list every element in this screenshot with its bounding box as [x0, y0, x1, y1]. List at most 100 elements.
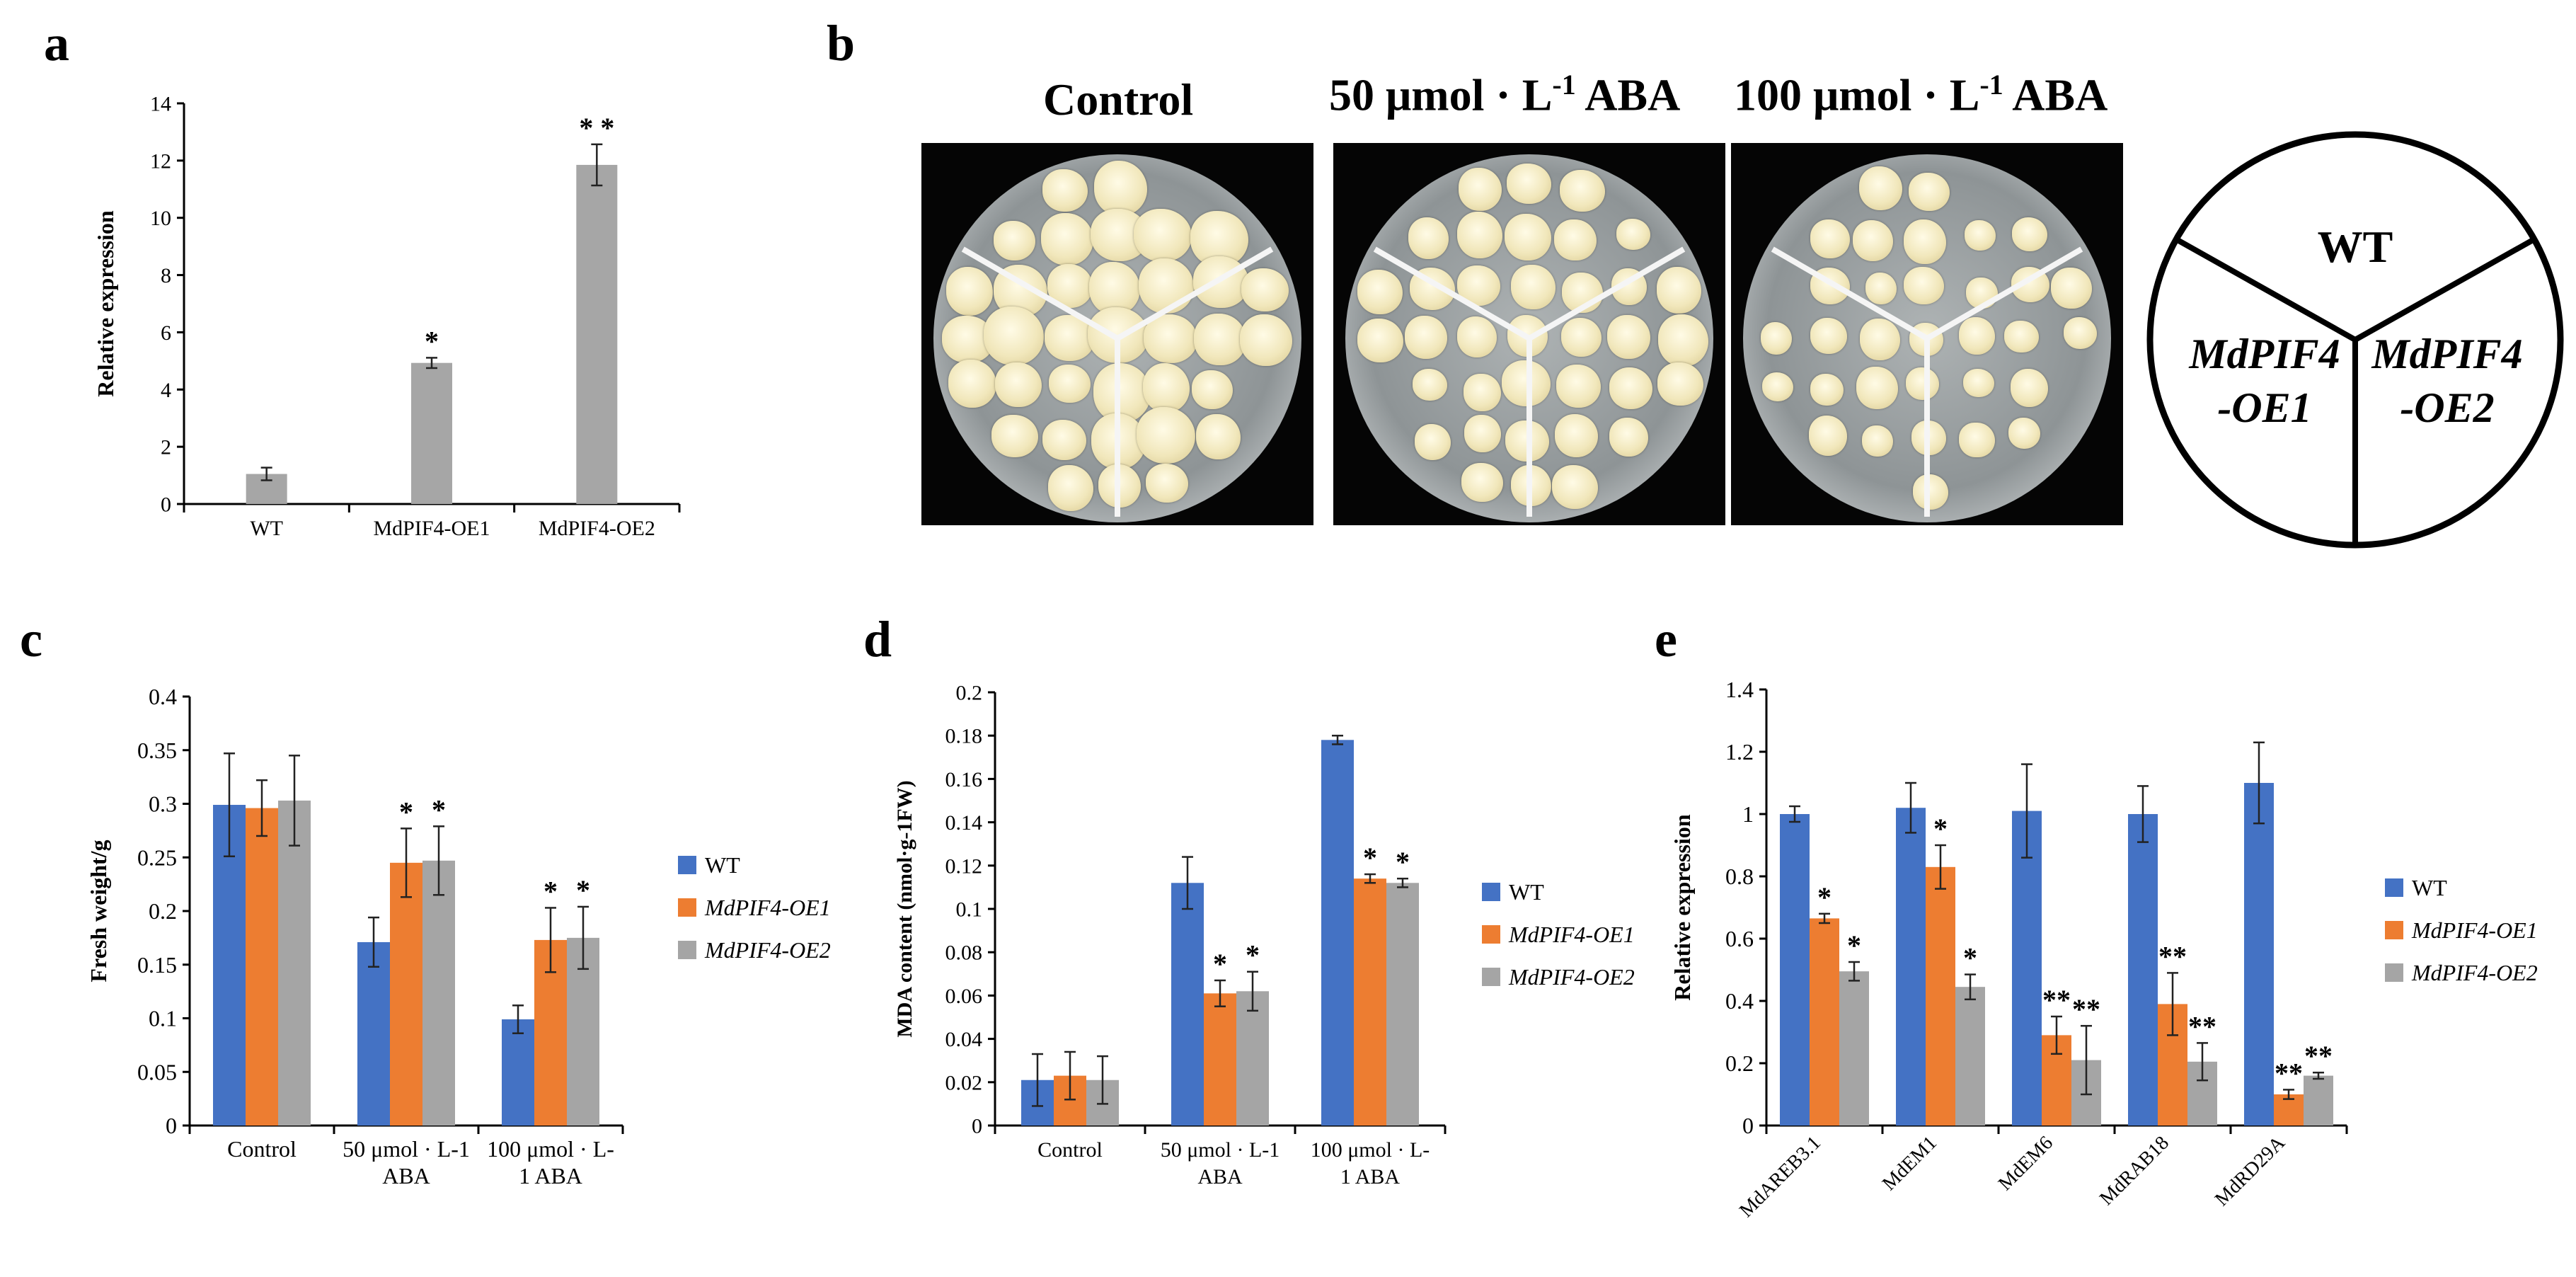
y-tick-label: 0.18	[945, 725, 983, 748]
callus-colony	[1133, 209, 1192, 263]
legend-label: MdPIF4-OE2	[704, 937, 831, 963]
significance-mark: **	[2072, 993, 2100, 1025]
y-tick-label: 1	[1742, 801, 1754, 827]
callus-colony	[1239, 314, 1293, 367]
significance-mark: **	[2158, 940, 2187, 972]
callus-colony	[1456, 316, 1497, 357]
callus-colony	[2004, 320, 2039, 353]
significance-mark: *	[1847, 929, 1861, 961]
callus-colony	[993, 221, 1035, 260]
callus-colony	[1657, 362, 1703, 406]
y-tick-label: 0.14	[945, 811, 983, 835]
panel-letter-e: e	[1655, 611, 1677, 668]
y-axis-label: Fresh weight/g	[86, 840, 111, 982]
x-tick-label: 50 μmol · L-1	[1161, 1138, 1280, 1162]
bar	[1839, 971, 1869, 1126]
bar	[1321, 740, 1354, 1126]
y-tick-label: 0.16	[945, 768, 983, 791]
callus-colony	[1048, 465, 1093, 511]
callus-colony	[1461, 462, 1504, 503]
bar	[422, 860, 455, 1126]
callus-colony	[1965, 219, 1996, 251]
legend-label: MdPIF4-OE1	[704, 895, 831, 920]
callus-colony	[1412, 368, 1448, 401]
callus-colony	[1145, 463, 1189, 503]
x-tick-label: 50 μmol · L-1	[343, 1136, 470, 1162]
callus-colony	[1405, 316, 1447, 359]
bar	[2304, 1075, 2333, 1126]
legend-label: WT	[1509, 879, 1544, 905]
callus-colony	[1556, 365, 1601, 408]
callus-colony	[983, 306, 1045, 365]
bar	[1955, 987, 1985, 1126]
callus-colony	[1559, 169, 1606, 212]
significance-mark: *	[1396, 846, 1410, 878]
y-tick-label: 0	[166, 1113, 177, 1138]
significance-mark: *	[1933, 813, 1948, 844]
legend-label: MdPIF4-OE1	[1508, 922, 1635, 947]
bar	[1896, 808, 1926, 1126]
y-tick-label: 14	[150, 93, 171, 116]
callus-colony	[2063, 316, 2098, 349]
callus-colony	[1408, 217, 1449, 259]
y-tick-label: 0	[1742, 1113, 1754, 1138]
significance-mark: * *	[579, 112, 614, 144]
y-tick-label: 0.06	[945, 985, 983, 1008]
plate-photo-100-aba	[1731, 143, 2123, 525]
x-tick-label: MdAREB3.1	[1735, 1132, 1825, 1222]
y-tick-label: 0.4	[1725, 988, 1754, 1014]
x-tick-label: MdPIF4-OE1	[373, 517, 490, 540]
callus-colony	[1142, 363, 1190, 413]
callus-colony	[1196, 413, 1241, 459]
x-tick-label: MdEM1	[1878, 1132, 1941, 1195]
bar	[576, 164, 618, 504]
significance-mark: **	[2042, 984, 2071, 1016]
callus-colony	[2008, 417, 2041, 449]
callus-colony	[1139, 258, 1194, 314]
callus-colony	[1963, 368, 1995, 397]
callus-colony	[1810, 374, 1844, 406]
y-tick-label: 12	[150, 149, 171, 173]
y-tick-label: 6	[161, 321, 171, 345]
callus-colony	[1551, 465, 1599, 509]
callus-colony	[1903, 219, 1947, 265]
callus-colony	[2011, 217, 2047, 251]
bar	[1171, 883, 1204, 1126]
y-tick-label: 0.12	[945, 854, 983, 878]
x-tick-label: MdRD29A	[2211, 1131, 2290, 1210]
callus-colony	[1554, 219, 1597, 261]
significance-mark: *	[1213, 948, 1227, 980]
legend-label: MdPIF4-OE2	[1508, 964, 1635, 990]
legend-swatch	[1482, 968, 1500, 986]
callus-colony	[1810, 219, 1850, 259]
callus-colony	[1908, 172, 1950, 211]
x-tick-label: MdEM6	[1994, 1132, 2057, 1195]
callus-colony	[945, 267, 993, 316]
x-tick-label: 100 μmol · L-	[1311, 1138, 1430, 1162]
significance-mark: *	[1817, 881, 1832, 913]
y-axis-label: MDA content (nmol·g-1FW)	[893, 780, 916, 1037]
significance-mark: *	[1963, 942, 1977, 974]
callus-colony	[1959, 316, 1996, 355]
y-tick-label: 0.25	[137, 844, 177, 870]
x-tick-label: ABA	[1197, 1165, 1243, 1189]
legend-label: MdPIF4-OE1	[2411, 917, 2538, 943]
y-tick-label: 0	[972, 1115, 982, 1138]
plate-title-50-sup: -1	[1552, 69, 1576, 101]
y-tick-label: 0.05	[137, 1059, 177, 1084]
callus-colony	[995, 362, 1042, 408]
chart-e: 0 0.2 0.4 0.6 0.8 1 1.2 1.4 Relative expression *…	[1669, 677, 2538, 1222]
y-tick-label: 8	[161, 264, 171, 287]
legend-swatch	[2385, 921, 2403, 939]
plate-title-control: Control	[1043, 74, 1194, 125]
x-tick-label: Control	[1037, 1138, 1103, 1162]
bar	[411, 362, 452, 504]
bar	[1810, 918, 1839, 1126]
legend-swatch	[1482, 925, 1500, 944]
significance-mark: *	[1246, 939, 1260, 971]
callus-colony	[1761, 372, 1794, 402]
callus-colony	[1761, 322, 1793, 355]
callus-colony	[1192, 370, 1234, 410]
callus-colony	[1903, 266, 1944, 304]
